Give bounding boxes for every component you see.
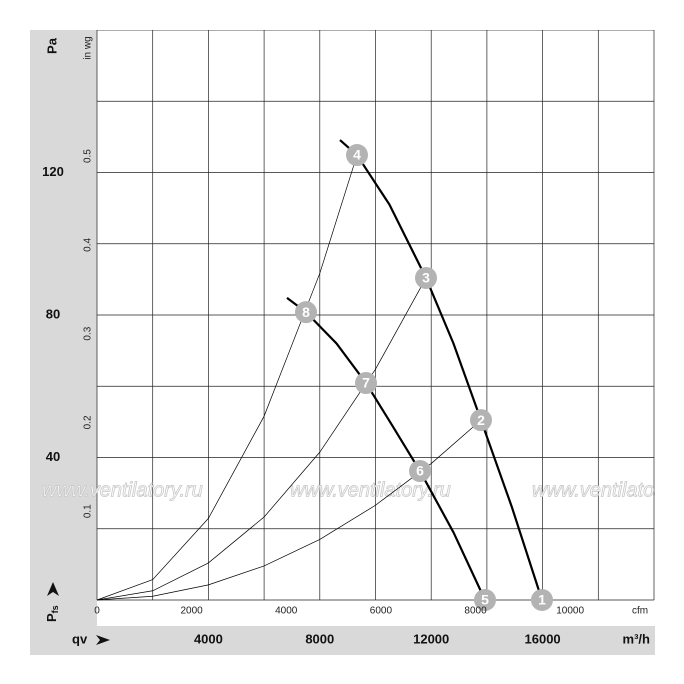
curve xyxy=(96,419,482,601)
y-tick-label: 40 xyxy=(46,449,60,464)
operating-point xyxy=(346,144,369,167)
y-arrow xyxy=(47,582,59,596)
y2-unit: in wg xyxy=(83,36,94,59)
x2-tick-label: 0 xyxy=(94,606,100,617)
operating-point xyxy=(530,589,553,611)
x-tick-label: 16000 xyxy=(525,631,561,646)
curve xyxy=(96,154,358,601)
plot: www.ventilatory.ru www.ventilatory.ru www.… xyxy=(42,30,684,611)
operating-point xyxy=(294,301,317,324)
y-symbol-main: P xyxy=(44,613,59,622)
y-symbol-sub: fs xyxy=(50,605,60,613)
y2-tick-label: 0.3 xyxy=(83,326,94,340)
point-label: 7 xyxy=(362,375,370,391)
y-symbol: Pfs xyxy=(44,605,60,622)
x2-tick-label: 10000 xyxy=(556,606,584,617)
y2-tick-label: 0.5 xyxy=(83,149,94,163)
x2-tick-label: 6000 xyxy=(370,606,393,617)
y2-tick-label: 0.4 xyxy=(83,237,94,251)
x2-tick-label: 2000 xyxy=(181,606,204,617)
point-label: 2 xyxy=(477,412,485,428)
x2-tick-label: 4000 xyxy=(275,606,298,617)
point-label: 3 xyxy=(422,270,430,286)
operating-point xyxy=(355,372,378,395)
point-label: 6 xyxy=(416,463,424,479)
curve xyxy=(339,139,544,601)
operating-point xyxy=(409,460,432,483)
y-tick-label: 80 xyxy=(46,306,60,321)
x-unit: m³/h xyxy=(623,631,651,646)
operating-point xyxy=(414,266,437,289)
point-label: 5 xyxy=(481,592,489,608)
x2-unit: cfm xyxy=(632,606,648,617)
curve xyxy=(286,297,487,601)
x2-tick-label: 8000 xyxy=(464,606,487,617)
operating-point xyxy=(469,409,492,432)
x-tick-label: 4000 xyxy=(194,631,223,646)
y-unit: Pa xyxy=(44,37,59,54)
left-band xyxy=(30,30,97,655)
watermark: www.ventilatory.ru xyxy=(42,479,203,501)
point-label: 4 xyxy=(353,147,361,163)
x-tick-label: 8000 xyxy=(305,631,334,646)
point-label: 1 xyxy=(538,592,546,608)
bottom-band xyxy=(30,626,655,655)
watermark: www.ventilatory.ru xyxy=(532,479,684,501)
y2-tick-label: 0.2 xyxy=(83,415,94,429)
y2-tick-label: 0.1 xyxy=(83,504,94,518)
y-tick-label: 120 xyxy=(42,164,64,179)
point-label: 8 xyxy=(302,304,310,320)
curve xyxy=(96,277,427,601)
operating-point xyxy=(474,589,497,611)
x-tick-label: 12000 xyxy=(413,631,449,646)
x-arrow xyxy=(96,635,110,645)
watermark: www.ventilatory.ru xyxy=(290,479,451,501)
x-symbol: qv xyxy=(72,631,88,646)
